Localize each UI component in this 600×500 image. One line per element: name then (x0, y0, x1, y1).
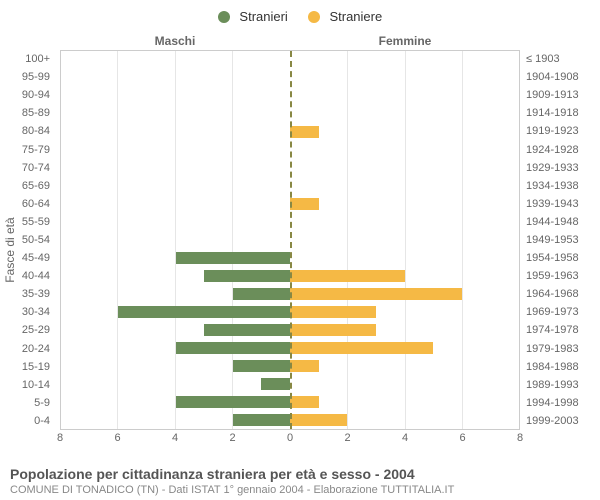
y-left-label: 40-44 (22, 270, 50, 282)
y-left-label: 35-39 (22, 288, 50, 300)
bar-male (233, 414, 290, 427)
caption-subtitle: COMUNE DI TONADICO (TN) - Dati ISTAT 1° … (10, 484, 590, 496)
bar-female (290, 324, 376, 337)
bar-male (176, 396, 291, 409)
y-right-label: 1989-1993 (526, 379, 579, 391)
y-left-label: 100+ (25, 53, 50, 65)
bar-male (176, 252, 291, 265)
gender-headers: Maschi Femmine (60, 34, 520, 48)
y-left-label: 65-69 (22, 180, 50, 192)
bar-female (290, 396, 319, 409)
y-right-label: 1939-1943 (526, 198, 579, 210)
bar-female (290, 198, 319, 211)
bar-female (290, 342, 433, 355)
bar-female (290, 288, 462, 301)
y-right-label: 1969-1973 (526, 306, 579, 318)
x-tick-label: 2 (229, 432, 235, 444)
y-left-label: 80-84 (22, 125, 50, 137)
bar-male (118, 306, 290, 319)
y-right-label: 1954-1958 (526, 252, 579, 264)
y-left-label: 10-14 (22, 379, 50, 391)
caption-title: Popolazione per cittadinanza straniera p… (10, 466, 590, 482)
y-left-label: 85-89 (22, 107, 50, 119)
bar-male (204, 324, 290, 337)
y-right-label: 1904-1908 (526, 71, 579, 83)
y-right-label: 1984-1988 (526, 361, 579, 373)
bar-male (176, 342, 291, 355)
y-left-label: 95-99 (22, 71, 50, 83)
y-left-label: 55-59 (22, 216, 50, 228)
y-left-label: 20-24 (22, 343, 50, 355)
y-right-label: 1929-1933 (526, 162, 579, 174)
x-tick-label: 2 (344, 432, 350, 444)
x-tick-label: 8 (517, 432, 523, 444)
header-female: Femmine (290, 34, 520, 48)
y-left-label: 75-79 (22, 144, 50, 156)
y-left-label: 15-19 (22, 361, 50, 373)
bar-female (290, 306, 376, 319)
y-right-label: 1944-1948 (526, 216, 579, 228)
x-tick-label: 6 (459, 432, 465, 444)
center-line (290, 51, 292, 429)
bar-male (233, 360, 290, 373)
y-right-label: 1914-1918 (526, 107, 579, 119)
bar-female (290, 126, 319, 139)
y-left-label: 70-74 (22, 162, 50, 174)
bar-male (233, 288, 290, 301)
gridline (519, 51, 520, 429)
legend-swatch-female (308, 11, 320, 23)
y-left-label: 90-94 (22, 89, 50, 101)
legend-label-female: Straniere (329, 9, 382, 24)
y-left-label: 5-9 (34, 397, 50, 409)
y-right-label: 1999-2003 (526, 415, 579, 427)
header-male: Maschi (60, 34, 290, 48)
y-right-label: 1934-1938 (526, 180, 579, 192)
x-tick-label: 4 (402, 432, 408, 444)
pyramid-chart: Stranieri Straniere Maschi Femmine Fasce… (0, 0, 600, 500)
y-right-label: 1974-1978 (526, 324, 579, 336)
x-tick-label: 0 (287, 432, 293, 444)
y-right-label: 1924-1928 (526, 144, 579, 156)
y-left-label: 50-54 (22, 234, 50, 246)
y-right-label: 1994-1998 (526, 397, 579, 409)
x-tick-label: 6 (114, 432, 120, 444)
legend-label-male: Stranieri (239, 9, 287, 24)
x-tick-label: 8 (57, 432, 63, 444)
caption: Popolazione per cittadinanza straniera p… (10, 466, 590, 496)
y-left-label: 0-4 (34, 415, 50, 427)
legend-item-male: Stranieri (218, 8, 288, 24)
y-right-label: 1964-1968 (526, 288, 579, 300)
y-left-label: 60-64 (22, 198, 50, 210)
y-right-label: 1949-1953 (526, 234, 579, 246)
y-right-label: 1919-1923 (526, 125, 579, 137)
bar-female (290, 414, 347, 427)
y-right-label: 1959-1963 (526, 270, 579, 282)
bar-male (261, 378, 290, 391)
bar-male (204, 270, 290, 283)
legend-item-female: Straniere (308, 8, 382, 24)
y-right-label: ≤ 1903 (526, 53, 560, 65)
bar-female (290, 270, 405, 283)
bar-female (290, 360, 319, 373)
legend-swatch-male (218, 11, 230, 23)
x-tick-label: 4 (172, 432, 178, 444)
y-left-label: 30-34 (22, 306, 50, 318)
y-left-label: 45-49 (22, 252, 50, 264)
y-left-labels: 100+ 95-99 90-94 85-89 80-84 75-79 70-74 65-69 6… (0, 50, 56, 430)
legend: Stranieri Straniere (0, 8, 600, 24)
y-right-label: 1909-1913 (526, 89, 579, 101)
y-right-label: 1979-1983 (526, 343, 579, 355)
y-left-label: 25-29 (22, 324, 50, 336)
y-right-labels: ≤ 1903 1904-1908 1909-1913 1914-1918 1919-19… (520, 50, 580, 430)
plot-area (60, 50, 520, 430)
x-ticks: 8 6 4 2 0 2 4 6 8 (60, 432, 520, 446)
